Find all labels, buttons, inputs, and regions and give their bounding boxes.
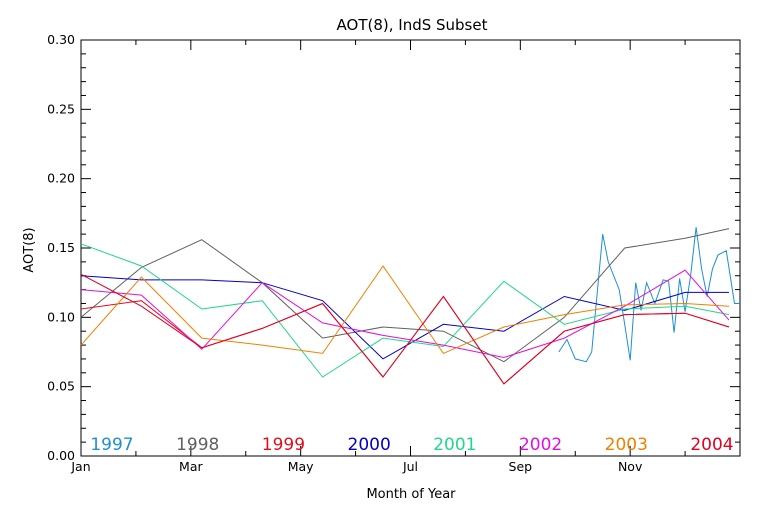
legend-entry-2004: 2004: [690, 435, 733, 455]
x-axis-label: Month of Year: [366, 487, 456, 502]
legend: 1997 1998 1999 2000 2001 2002 2003 2004: [90, 435, 733, 455]
series-line-2000: [80, 275, 729, 360]
series-line-1997: [558, 227, 740, 363]
x-tick-label: Mar: [179, 459, 203, 474]
legend-entry-2001: 2001: [433, 435, 476, 455]
legend-entry-2003: 2003: [605, 435, 648, 455]
x-tick-label: May: [288, 459, 314, 474]
legend-entry-2002: 2002: [519, 435, 562, 455]
series-line-2003: [80, 265, 730, 355]
legend-entry-1999: 1999: [262, 435, 305, 455]
y-tick-label: 0.20: [47, 171, 75, 186]
y-tick-label: 0.10: [47, 309, 75, 324]
y-tick-label: 0.00: [47, 448, 75, 463]
y-axis-ticks: 0.00 0.05 0.10 0.15 0.20 0.25 0.30: [47, 32, 740, 463]
x-tick-label: Nov: [618, 459, 643, 474]
y-tick-label: 0.15: [47, 240, 75, 255]
legend-entry-2000: 2000: [348, 435, 391, 455]
y-tick-label: 0.05: [47, 379, 75, 394]
x-axis-ticks: Jan Mar May Jul Sep Nov: [70, 40, 741, 474]
legend-entry-1997: 1997: [90, 435, 133, 455]
x-tick-label: Sep: [509, 459, 533, 474]
y-tick-label: 0.30: [47, 32, 75, 47]
y-axis-label: AOT(8): [22, 227, 37, 272]
plot-border: [80, 39, 741, 457]
x-tick-label: Jul: [402, 459, 418, 474]
y-tick-label: 0.25: [47, 101, 75, 116]
series-lines: [80, 227, 740, 385]
x-tick-label: Jan: [70, 459, 90, 474]
series-line-2001: [80, 243, 730, 378]
plot-frame: [80, 39, 741, 457]
chart-title: AOT(8), IndS Subset: [337, 16, 488, 34]
series-line-2004: [80, 273, 730, 385]
series-line-1998: [80, 228, 730, 363]
legend-entry-1998: 1998: [176, 435, 219, 455]
series-line-2002: [80, 269, 730, 359]
